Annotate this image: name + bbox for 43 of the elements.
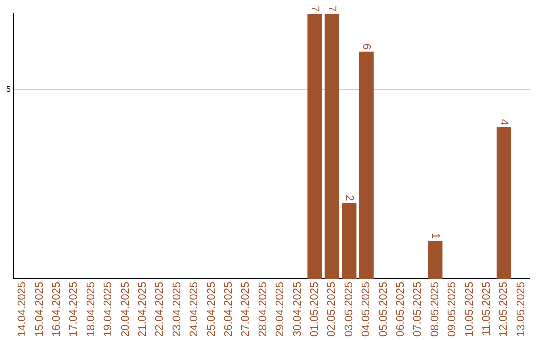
x-tick-label: 16.04.2025 <box>51 282 64 338</box>
data-label: 7 <box>308 6 321 12</box>
x-tick-label: 14.04.2025 <box>16 282 29 338</box>
data-label: 4 <box>498 119 510 126</box>
x-tick-label: 25.04.2025 <box>206 282 218 338</box>
data-label: 7 <box>326 6 338 12</box>
x-tick-label: 27.04.2025 <box>240 282 252 338</box>
x-tick-label: 26.04.2025 <box>223 282 236 338</box>
x-tick-label: 10.05.2025 <box>464 282 476 338</box>
x-tick-label: 02.05.2025 <box>326 282 338 338</box>
x-tick-label: 04.05.2025 <box>360 282 373 338</box>
x-tick-label: 12.05.2025 <box>498 282 510 338</box>
x-tick-label: 21.04.2025 <box>137 282 150 338</box>
x-tick-label: 07.05.2025 <box>412 282 424 338</box>
bar <box>359 52 374 279</box>
bar <box>308 14 322 279</box>
x-tick-label: 18.04.2025 <box>85 282 98 338</box>
bar <box>496 128 512 279</box>
x-tick-label: 06.05.2025 <box>395 282 408 338</box>
x-tick-label: 13.05.2025 <box>515 282 528 338</box>
x-tick-label: 09.05.2025 <box>446 282 459 338</box>
ref-line-label: 5 <box>6 84 12 94</box>
x-tick-label: 22.04.2025 <box>154 282 166 338</box>
bar <box>342 203 357 279</box>
x-tick-label: 08.05.2025 <box>429 282 442 338</box>
bar <box>324 14 340 279</box>
x-tick-label: 20.04.2025 <box>120 282 132 338</box>
x-tick-label: 30.04.2025 <box>292 282 304 338</box>
data-label: 2 <box>343 195 356 202</box>
data-label: 6 <box>360 44 373 50</box>
x-tick-label: 05.05.2025 <box>378 282 390 338</box>
x-tick-label: 19.04.2025 <box>102 282 115 338</box>
x-tick-label: 15.04.2025 <box>34 282 46 338</box>
x-tick-label: 29.04.2025 <box>274 282 287 338</box>
data-label: 1 <box>429 232 442 240</box>
x-tick-label: 11.05.2025 <box>481 282 494 336</box>
x-tick-label: 28.04.2025 <box>257 282 270 338</box>
x-tick-label: 01.05.2025 <box>309 282 322 338</box>
bar <box>428 241 443 279</box>
x-tick-label: 17.04.2025 <box>68 282 80 338</box>
x-tick-label: 24.04.2025 <box>188 282 201 338</box>
x-tick-label: 03.05.2025 <box>343 282 356 338</box>
x-tick-label: 23.04.2025 <box>171 282 184 338</box>
